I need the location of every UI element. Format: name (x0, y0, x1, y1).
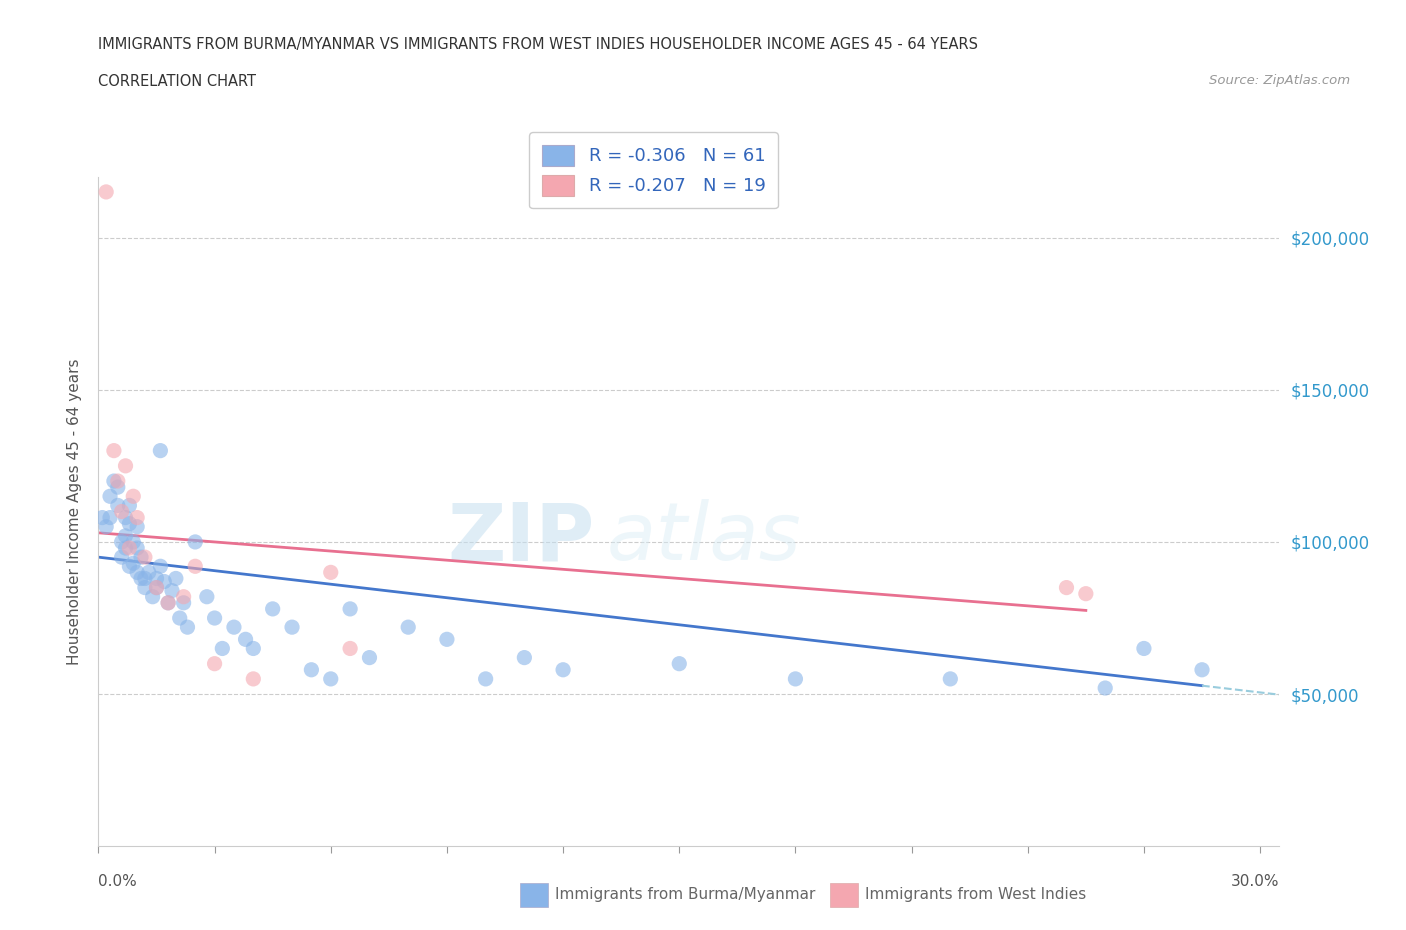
Point (281, 619, 304, 634)
Point (169, 611, 191, 626)
Point (1056, 580, 1078, 595)
Point (551, 662, 574, 677)
Point (107, 498, 129, 512)
Point (122, 489, 145, 504)
Point (160, 583, 183, 598)
Point (173, 595, 195, 610)
Point (134, 580, 156, 595)
Point (153, 574, 176, 589)
Point (134, 550, 156, 565)
Point (474, 671, 496, 686)
Point (319, 565, 342, 579)
Point (668, 657, 690, 671)
Text: atlas: atlas (606, 499, 801, 578)
Point (785, 671, 807, 686)
Point (339, 641, 361, 656)
Point (127, 519, 149, 534)
Point (184, 535, 207, 550)
Text: ZIP: ZIP (447, 499, 595, 578)
Point (339, 602, 361, 617)
Point (114, 458, 136, 473)
Point (145, 580, 167, 595)
Text: 30.0%: 30.0% (1232, 874, 1279, 889)
Point (176, 619, 198, 634)
Point (129, 571, 152, 586)
Point (111, 550, 134, 565)
Point (114, 528, 136, 543)
Point (111, 504, 134, 519)
Point (145, 571, 167, 586)
Point (111, 535, 134, 550)
Point (184, 559, 207, 574)
Point (118, 498, 141, 512)
Point (1191, 662, 1213, 677)
Point (142, 590, 165, 604)
Point (939, 671, 962, 686)
Text: 0.0%: 0.0% (98, 874, 138, 889)
Point (127, 511, 149, 525)
Point (235, 631, 257, 646)
Point (242, 671, 264, 686)
Point (114, 540, 136, 555)
Point (96, 184, 118, 199)
Point (396, 619, 419, 634)
Point (91, 511, 114, 525)
Text: Source: ZipAtlas.com: Source: ZipAtlas.com (1209, 74, 1350, 87)
Point (1074, 586, 1097, 601)
Point (204, 657, 226, 671)
Point (173, 590, 195, 604)
Point (138, 565, 160, 579)
Point (118, 540, 141, 555)
Legend: R = -0.306   N = 61, R = -0.207   N = 19: R = -0.306 N = 61, R = -0.207 N = 19 (529, 132, 778, 208)
Point (127, 540, 149, 555)
Text: IMMIGRANTS FROM BURMA/MYANMAR VS IMMIGRANTS FROM WEST INDIES HOUSEHOLDER INCOME : IMMIGRANTS FROM BURMA/MYANMAR VS IMMIGRA… (98, 37, 979, 52)
Point (134, 571, 156, 586)
Point (1133, 641, 1156, 656)
Point (165, 571, 187, 586)
Point (149, 444, 172, 458)
Point (299, 662, 322, 677)
Point (211, 641, 233, 656)
Point (118, 559, 141, 574)
Point (513, 650, 536, 665)
Y-axis label: Householder Income Ages 45 - 64 years: Householder Income Ages 45 - 64 years (67, 358, 83, 665)
Point (118, 516, 141, 531)
Point (98, 489, 121, 504)
Point (98, 511, 121, 525)
Text: CORRELATION CHART: CORRELATION CHART (98, 74, 256, 89)
Point (114, 511, 136, 525)
Point (157, 595, 180, 610)
Point (359, 650, 381, 665)
Point (222, 619, 245, 634)
Point (145, 580, 167, 595)
Point (204, 611, 226, 626)
Text: Immigrants from West Indies: Immigrants from West Indies (865, 887, 1085, 902)
Point (1094, 681, 1116, 696)
Point (149, 559, 172, 574)
Text: Immigrants from Burma/Myanmar: Immigrants from Burma/Myanmar (555, 887, 815, 902)
Point (157, 595, 180, 610)
Point (242, 641, 264, 656)
Point (107, 473, 129, 488)
Point (103, 473, 125, 488)
Point (103, 444, 125, 458)
Point (436, 631, 458, 646)
Point (262, 602, 284, 617)
Point (319, 671, 342, 686)
Point (107, 480, 129, 495)
Point (195, 590, 218, 604)
Point (96, 519, 118, 534)
Point (127, 565, 149, 579)
Point (122, 556, 145, 571)
Point (122, 535, 145, 550)
Point (129, 550, 152, 565)
